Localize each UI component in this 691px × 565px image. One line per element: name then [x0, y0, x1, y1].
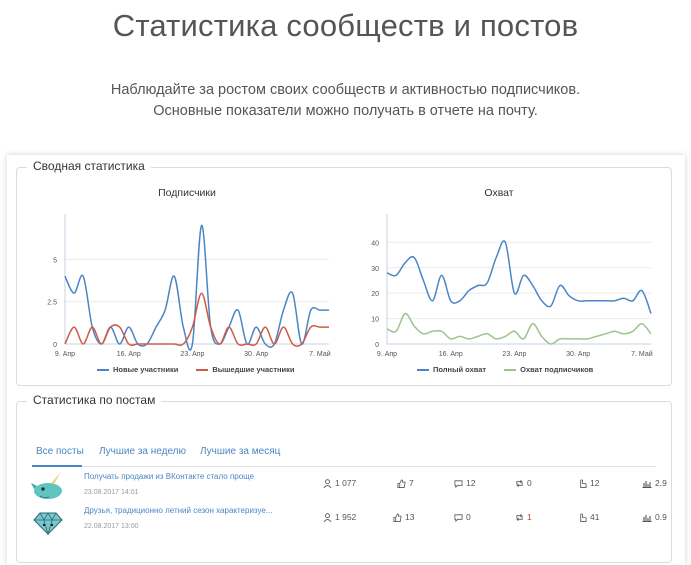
bar-chart-icon — [642, 514, 652, 522]
legend-swatch-full — [417, 368, 429, 371]
subscribers-legend: Новые участники Вышедшие участники — [97, 365, 295, 374]
reach-legend: Полный охват Охват подписчиков — [417, 365, 593, 374]
y-tick-label: 2.5 — [47, 300, 57, 307]
legend-full-reach[interactable]: Полный охват — [417, 365, 486, 374]
legend-subs-reach[interactable]: Охват подписчиков — [504, 365, 593, 374]
legend-subs-label: Охват подписчиков — [520, 365, 594, 374]
reach-chart-title: Охват — [484, 187, 514, 199]
post-row[interactable]: Друзья, традиционно летний сезон характе… — [31, 503, 667, 539]
post-row[interactable]: Получать продажи из ВКонтакте стало прощ… — [31, 469, 667, 505]
y-tick-label: 0 — [375, 342, 379, 349]
reach-chart: 0 10 20 30 40 9. Апр 16. Апр 23. Апр 30. Апр 7. М… — [371, 214, 653, 358]
views-value: 1 077 — [335, 478, 357, 488]
series-line — [386, 312, 652, 345]
comments-value: 12 — [466, 478, 476, 488]
comments-stat: 12 — [454, 478, 475, 488]
subscribers-chart-title: Подписчики — [158, 187, 216, 199]
subtitle-line-2: Основные показатели можно получать в отч… — [153, 103, 538, 119]
summary-fieldset: Сводная статистика Подписчики Охват 0 2.5… — [16, 159, 672, 386]
bar-chart-icon — [642, 480, 652, 488]
series-line — [386, 240, 652, 314]
likes-value: 13 — [405, 512, 415, 522]
reposts-stat: 1 — [515, 512, 532, 522]
reposts-stat: 0 — [515, 478, 532, 488]
series-line — [64, 224, 329, 351]
tab-all-posts[interactable]: Все посты — [36, 446, 84, 457]
thumbs-up-icon — [397, 478, 406, 488]
posts-tabs: Все посты Лучшие за неделю Лучшие за мес… — [32, 440, 656, 467]
x-tick-label: 23. Апр — [180, 351, 204, 358]
posts-fieldset: Статистика по постам Все посты Лучшие за… — [16, 393, 672, 563]
clicks-stat: 41 — [578, 512, 599, 522]
tab-best-week[interactable]: Лучшие за неделю — [99, 446, 187, 457]
views-value: 1 952 — [335, 512, 357, 522]
legend-swatch-left — [196, 368, 209, 371]
summary-legend: Сводная статистика — [27, 159, 151, 173]
legend-swatch-new — [97, 368, 109, 371]
x-tick-label: 16. Апр — [439, 351, 463, 358]
y-tick-label: 40 — [371, 240, 379, 247]
clicks-stat: 12 — [578, 478, 599, 488]
reposts-value: 0 — [527, 478, 532, 488]
page-title: Статистика сообществ и постов — [112, 8, 579, 43]
diamond-avatar-icon — [33, 512, 63, 536]
post-title-link[interactable]: Друзья, традиционно летний сезон характе… — [84, 506, 273, 515]
post-date: 23.08.2017 14:01 — [84, 489, 139, 496]
legend-left-label: Вышедшие участники — [212, 365, 295, 374]
narwhal-avatar-icon — [31, 472, 62, 499]
comments-value: 0 — [466, 512, 471, 522]
y-tick-label: 0 — [53, 342, 57, 349]
legend-new-members[interactable]: Новые участники — [97, 365, 178, 374]
pointer-hand-icon — [580, 512, 587, 522]
y-tick-label: 10 — [371, 317, 379, 324]
tab-best-month[interactable]: Лучшие за месяц — [200, 446, 281, 457]
post-date: 22.08.2017 13:00 — [84, 523, 139, 530]
views-stat: 1 077 — [323, 478, 356, 488]
x-tick-label: 7. Май — [631, 350, 653, 358]
legend-left-members[interactable]: Вышедшие участники — [196, 365, 295, 374]
user-icon — [323, 478, 332, 488]
post-title-link[interactable]: Получать продажи из ВКонтакте стало прощ… — [84, 472, 255, 481]
comments-stat: 0 — [454, 512, 471, 522]
subscribers-chart: 0 2.5 5 9. Апр 16. Апр 23. Апр 30. Апр 7. Май — [47, 214, 331, 358]
likes-stat: 7 — [397, 478, 414, 488]
likes-value: 7 — [409, 478, 414, 488]
er-stat: 2.9 — [642, 478, 667, 488]
legend-swatch-subs — [504, 368, 517, 371]
legend-new-label: Новые участники — [113, 365, 179, 374]
subtitle-line-1: Наблюдайте за ростом своих сообществ и а… — [110, 82, 581, 98]
series-line — [64, 292, 329, 347]
clicks-value: 12 — [590, 478, 600, 488]
views-stat: 1 952 — [323, 512, 356, 522]
er-value: 2.9 — [655, 478, 667, 488]
x-tick-label: 7. Май — [309, 350, 331, 358]
x-tick-label: 23. Апр — [502, 351, 526, 358]
y-tick-label: 5 — [53, 257, 57, 264]
x-tick-label: 30. Апр — [244, 351, 268, 358]
x-tick-label: 16. Апр — [117, 351, 141, 358]
x-tick-label: 30. Апр — [566, 351, 590, 358]
y-tick-label: 20 — [371, 291, 379, 298]
repost-icon — [516, 479, 523, 487]
likes-stat: 13 — [393, 512, 414, 522]
thumbs-up-icon — [393, 512, 402, 522]
posts-legend: Статистика по постам — [27, 393, 162, 407]
y-tick-label: 30 — [371, 266, 379, 273]
reposts-value: 1 — [527, 512, 532, 522]
repost-icon — [516, 513, 523, 521]
page-subtitle: Наблюдайте за ростом своих сообществ и а… — [0, 80, 691, 122]
legend-full-label: Полный охват — [433, 365, 487, 374]
x-tick-label: 9. Апр — [377, 351, 397, 358]
er-value: 0.9 — [655, 512, 667, 522]
x-tick-label: 9. Апр — [55, 351, 75, 358]
comment-icon — [454, 479, 463, 488]
active-tab-indicator — [32, 465, 82, 467]
user-icon — [323, 512, 332, 522]
comment-icon — [454, 513, 463, 522]
clicks-value: 41 — [590, 512, 600, 522]
pointer-hand-icon — [580, 478, 587, 488]
stats-panel: Сводная статистика Подписчики Охват 0 2.5… — [7, 155, 685, 565]
er-stat: 0.9 — [642, 512, 667, 522]
